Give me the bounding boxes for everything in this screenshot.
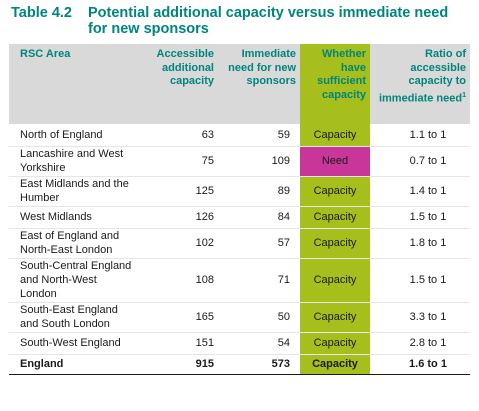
need-count-cell: 71 xyxy=(220,258,300,303)
need-count-cell: 89 xyxy=(220,176,300,207)
table-body: North of England 63 59 Capacity 1.1 to 1 Lanc… xyxy=(9,124,470,375)
ratio-cell: 0.7 to 1 xyxy=(370,146,470,177)
header-sufficient: Whether have sufficient capacity xyxy=(300,44,370,124)
area-cell: East Midlands and the Humber xyxy=(9,176,140,207)
need-count-cell: 57 xyxy=(220,228,300,259)
header-row: RSC Area Accessible additional capacity … xyxy=(9,44,470,124)
table-row: South-Central England and North-West Lon… xyxy=(9,258,470,303)
capacity-cell: 108 xyxy=(140,258,220,303)
sufficiency-cell: Capacity xyxy=(300,302,370,333)
table-row: East Midlands and the Humber 125 89 Capacit… xyxy=(9,176,470,207)
ratio-cell: 3.3 to 1 xyxy=(370,302,470,333)
ratio-cell: 1.6 to 1 xyxy=(370,353,470,375)
header-ratio-text: Ratio of accessible capacity to immediat… xyxy=(378,48,466,105)
area-cell: South-Central England and North-West Lon… xyxy=(9,258,140,303)
need-count-cell: 573 xyxy=(220,353,300,375)
sufficiency-cell: Capacity xyxy=(300,258,370,303)
area-cell: Lancashire and West Yorkshire xyxy=(9,146,140,177)
capacity-cell: 915 xyxy=(140,353,220,375)
need-count-cell: 54 xyxy=(220,332,300,355)
table-number: Table 4.2 xyxy=(11,5,72,21)
capacity-cell: 126 xyxy=(140,206,220,229)
ratio-cell: 1.5 to 1 xyxy=(370,206,470,229)
ratio-cell: 1.8 to 1 xyxy=(370,228,470,259)
footnote-marker: 1 xyxy=(462,91,466,99)
area-cell: South-West England xyxy=(9,332,140,355)
capacity-cell: 63 xyxy=(140,124,220,147)
area-cell: North of England xyxy=(9,124,140,147)
table-title-text: Potential additional capacity versus imm… xyxy=(88,5,449,37)
ratio-cell: 2.8 to 1 xyxy=(370,332,470,355)
capacity-cell: 102 xyxy=(140,228,220,259)
sufficiency-cell: Capacity xyxy=(300,353,370,375)
table-row: Lancashire and West Yorkshire 75 109 Need 0.… xyxy=(9,146,470,177)
need-count-cell: 59 xyxy=(220,124,300,147)
need-count-cell: 84 xyxy=(220,206,300,229)
ratio-cell: 1.5 to 1 xyxy=(370,258,470,303)
table-row: South-East England and South London 165 50… xyxy=(9,302,470,333)
header-need: Immediate need for new sponsors xyxy=(220,44,300,124)
area-cell: England xyxy=(9,353,140,375)
area-cell: West Midlands xyxy=(9,206,140,229)
sufficiency-cell: Capacity xyxy=(300,228,370,259)
table-row: East of England and North-East London 102… xyxy=(9,228,470,259)
sufficiency-cell: Capacity xyxy=(300,176,370,207)
capacity-cell: 165 xyxy=(140,302,220,333)
area-cell: South-East England and South London xyxy=(9,302,140,333)
area-cell: East of England and North-East London xyxy=(9,228,140,259)
capacity-table: RSC Area Accessible additional capacity … xyxy=(9,44,470,375)
capacity-cell: 125 xyxy=(140,176,220,207)
sufficiency-cell: Capacity xyxy=(300,124,370,147)
header-ratio: Ratio of accessible capacity to immediat… xyxy=(370,44,470,124)
sufficiency-cell: Need xyxy=(300,146,370,177)
table-row: South-West England 151 54 Capacity 2.8 to 1 xyxy=(9,332,470,355)
table-row: North of England 63 59 Capacity 1.1 to 1 xyxy=(9,124,470,147)
ratio-cell: 1.4 to 1 xyxy=(370,176,470,207)
ratio-cell: 1.1 to 1 xyxy=(370,124,470,147)
need-count-cell: 50 xyxy=(220,302,300,333)
capacity-cell: 151 xyxy=(140,332,220,355)
need-count-cell: 109 xyxy=(220,146,300,177)
total-row: England 915 573 Capacity 1.6 to 1 xyxy=(9,353,470,375)
header-capacity: Accessible additional capacity xyxy=(140,44,220,124)
capacity-cell: 75 xyxy=(140,146,220,177)
header-area: RSC Area xyxy=(9,44,140,124)
sufficiency-cell: Capacity xyxy=(300,206,370,229)
sufficiency-cell: Capacity xyxy=(300,332,370,355)
table-row: West Midlands 126 84 Capacity 1.5 to 1 xyxy=(9,206,470,229)
